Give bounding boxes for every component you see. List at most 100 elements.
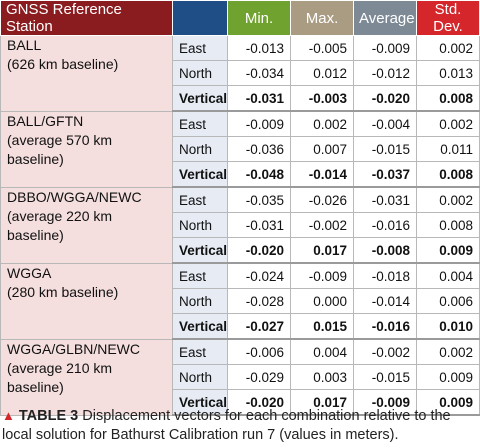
min-cell: -0.009	[227, 110, 291, 137]
min-cell: -0.013	[227, 35, 291, 61]
direction-cell: East	[172, 110, 228, 137]
station-cell: DBBO/WGGA/NEWC (average 220 km baseline)	[0, 186, 173, 264]
direction-cell: East	[172, 262, 228, 289]
max-cell: -0.002	[290, 212, 354, 238]
header-max: Max.	[290, 0, 354, 36]
table-row: North -0.028 0.000 -0.014 0.006	[1, 288, 480, 314]
min-cell: -0.024	[227, 262, 291, 289]
std-dev-cell: 0.002	[416, 35, 480, 61]
direction-cell: East	[172, 35, 228, 61]
max-cell: 0.003	[290, 364, 354, 390]
header-station: GNSS Reference Station	[0, 0, 173, 36]
caption-triangle-icon: ▲	[2, 408, 15, 423]
average-cell: -0.031	[353, 186, 417, 213]
average-cell: -0.012	[353, 60, 417, 86]
max-cell: -0.014	[290, 161, 354, 188]
station-name: WGGA/GLBN/NEWC	[7, 340, 141, 357]
average-cell: -0.014	[353, 288, 417, 314]
direction-cell: North	[172, 288, 228, 314]
min-cell: -0.031	[227, 212, 291, 238]
average-cell: -0.037	[353, 161, 417, 188]
min-cell: -0.020	[227, 237, 291, 264]
max-cell: -0.003	[290, 85, 354, 112]
average-cell: -0.015	[353, 364, 417, 390]
std-dev-cell: 0.008	[416, 212, 480, 238]
average-cell: -0.009	[353, 35, 417, 61]
max-cell: -0.009	[290, 262, 354, 289]
min-cell: -0.035	[227, 186, 291, 213]
max-cell: 0.007	[290, 136, 354, 162]
table-row: WGGA/GLBN/NEWC (average 210 km baseline) E…	[0, 338, 480, 416]
std-dev-cell: 0.002	[416, 338, 480, 365]
max-cell: 0.004	[290, 338, 354, 365]
max-cell: 0.017	[290, 389, 354, 416]
table-row: Vertical -0.020 0.017 -0.009 0.009	[1, 389, 480, 416]
std-dev-cell: 0.008	[416, 161, 480, 188]
table-row: Vertical -0.048 -0.014 -0.037 0.008	[1, 161, 480, 188]
direction-cell: North	[172, 60, 228, 86]
std-dev-cell: 0.004	[416, 262, 480, 289]
direction-cell: Vertical	[172, 85, 228, 112]
max-cell: 0.000	[290, 288, 354, 314]
average-cell: -0.018	[353, 262, 417, 289]
displacement-table: GNSS Reference Station Min. Max. Average…	[0, 0, 480, 416]
direction-cell: Vertical	[172, 313, 228, 340]
max-cell: -0.005	[290, 35, 354, 61]
average-cell: -0.015	[353, 136, 417, 162]
std-dev-cell: 0.002	[416, 110, 480, 137]
average-cell: -0.004	[353, 110, 417, 137]
station-baseline: (626 km baseline)	[7, 56, 119, 72]
direction-cell: East	[172, 186, 228, 213]
caption-text: Displacement vectors for each combinatio…	[2, 408, 451, 443]
min-cell: -0.027	[227, 313, 291, 340]
station-cell: BALL/GFTN (average 570 km baseline)	[0, 110, 173, 188]
std-dev-cell: 0.009	[416, 364, 480, 390]
caption-label: TABLE 3	[18, 408, 79, 424]
average-cell: -0.016	[353, 313, 417, 340]
station-cell: WGGA (280 km baseline)	[0, 262, 173, 340]
station-cell: WGGA/GLBN/NEWC (average 210 km baseline)	[0, 338, 173, 416]
direction-cell: Vertical	[172, 161, 228, 188]
table-row: Vertical -0.020 0.017 -0.008 0.009	[1, 237, 480, 264]
header-std-dev: Std. Dev.	[416, 0, 480, 36]
station-name: WGGA	[7, 264, 52, 281]
average-cell: -0.009	[353, 389, 417, 416]
station-name: DBBO/WGGA/NEWC	[7, 188, 142, 205]
std-dev-cell: 0.011	[416, 136, 480, 162]
table-row: North -0.031 -0.002 -0.016 0.008	[1, 212, 480, 238]
table-caption: ▲ TABLE 3 Displacement vectors for each …	[2, 406, 478, 445]
std-dev-cell: 0.013	[416, 60, 480, 86]
direction-cell: North	[172, 136, 228, 162]
table-row: Vertical -0.031 -0.003 -0.020 0.008	[1, 85, 480, 112]
min-cell: -0.048	[227, 161, 291, 188]
std-dev-cell: 0.009	[416, 389, 480, 416]
station-name: BALL	[7, 37, 42, 53]
direction-cell: North	[172, 364, 228, 390]
std-dev-cell: 0.008	[416, 85, 480, 112]
average-cell: -0.002	[353, 338, 417, 365]
max-cell: 0.017	[290, 237, 354, 264]
std-dev-cell: 0.010	[416, 313, 480, 340]
average-cell: -0.016	[353, 212, 417, 238]
max-cell: 0.015	[290, 313, 354, 340]
table-row: WGGA (280 km baseline) East -0.024 -0.009 -0.…	[0, 262, 480, 340]
table-row: North -0.034 0.012 -0.012 0.013	[1, 60, 480, 86]
station-baseline: (280 km baseline)	[7, 283, 119, 300]
min-cell: -0.029	[227, 364, 291, 390]
station-baseline: (average 210 km baseline)	[7, 359, 113, 395]
max-cell: 0.012	[290, 60, 354, 86]
std-dev-cell: 0.006	[416, 288, 480, 314]
table-row: DBBO/WGGA/NEWC (average 220 km baseline) E…	[0, 186, 480, 264]
std-dev-cell: 0.002	[416, 186, 480, 213]
table-row: Vertical -0.027 0.015 -0.016 0.010	[1, 313, 480, 340]
max-cell: -0.026	[290, 186, 354, 213]
table-row: BALL (626 km baseline) East -0.013 -0.005 -0.…	[0, 35, 480, 112]
station-baseline: (average 570 km baseline)	[7, 131, 113, 167]
table-row: North -0.029 0.003 -0.015 0.009	[1, 364, 480, 390]
min-cell: -0.020	[227, 389, 291, 416]
average-cell: -0.020	[353, 85, 417, 112]
table-row: BALL/GFTN (average 570 km baseline) East -0…	[0, 110, 480, 188]
min-cell: -0.006	[227, 338, 291, 365]
header-direction	[172, 0, 228, 36]
